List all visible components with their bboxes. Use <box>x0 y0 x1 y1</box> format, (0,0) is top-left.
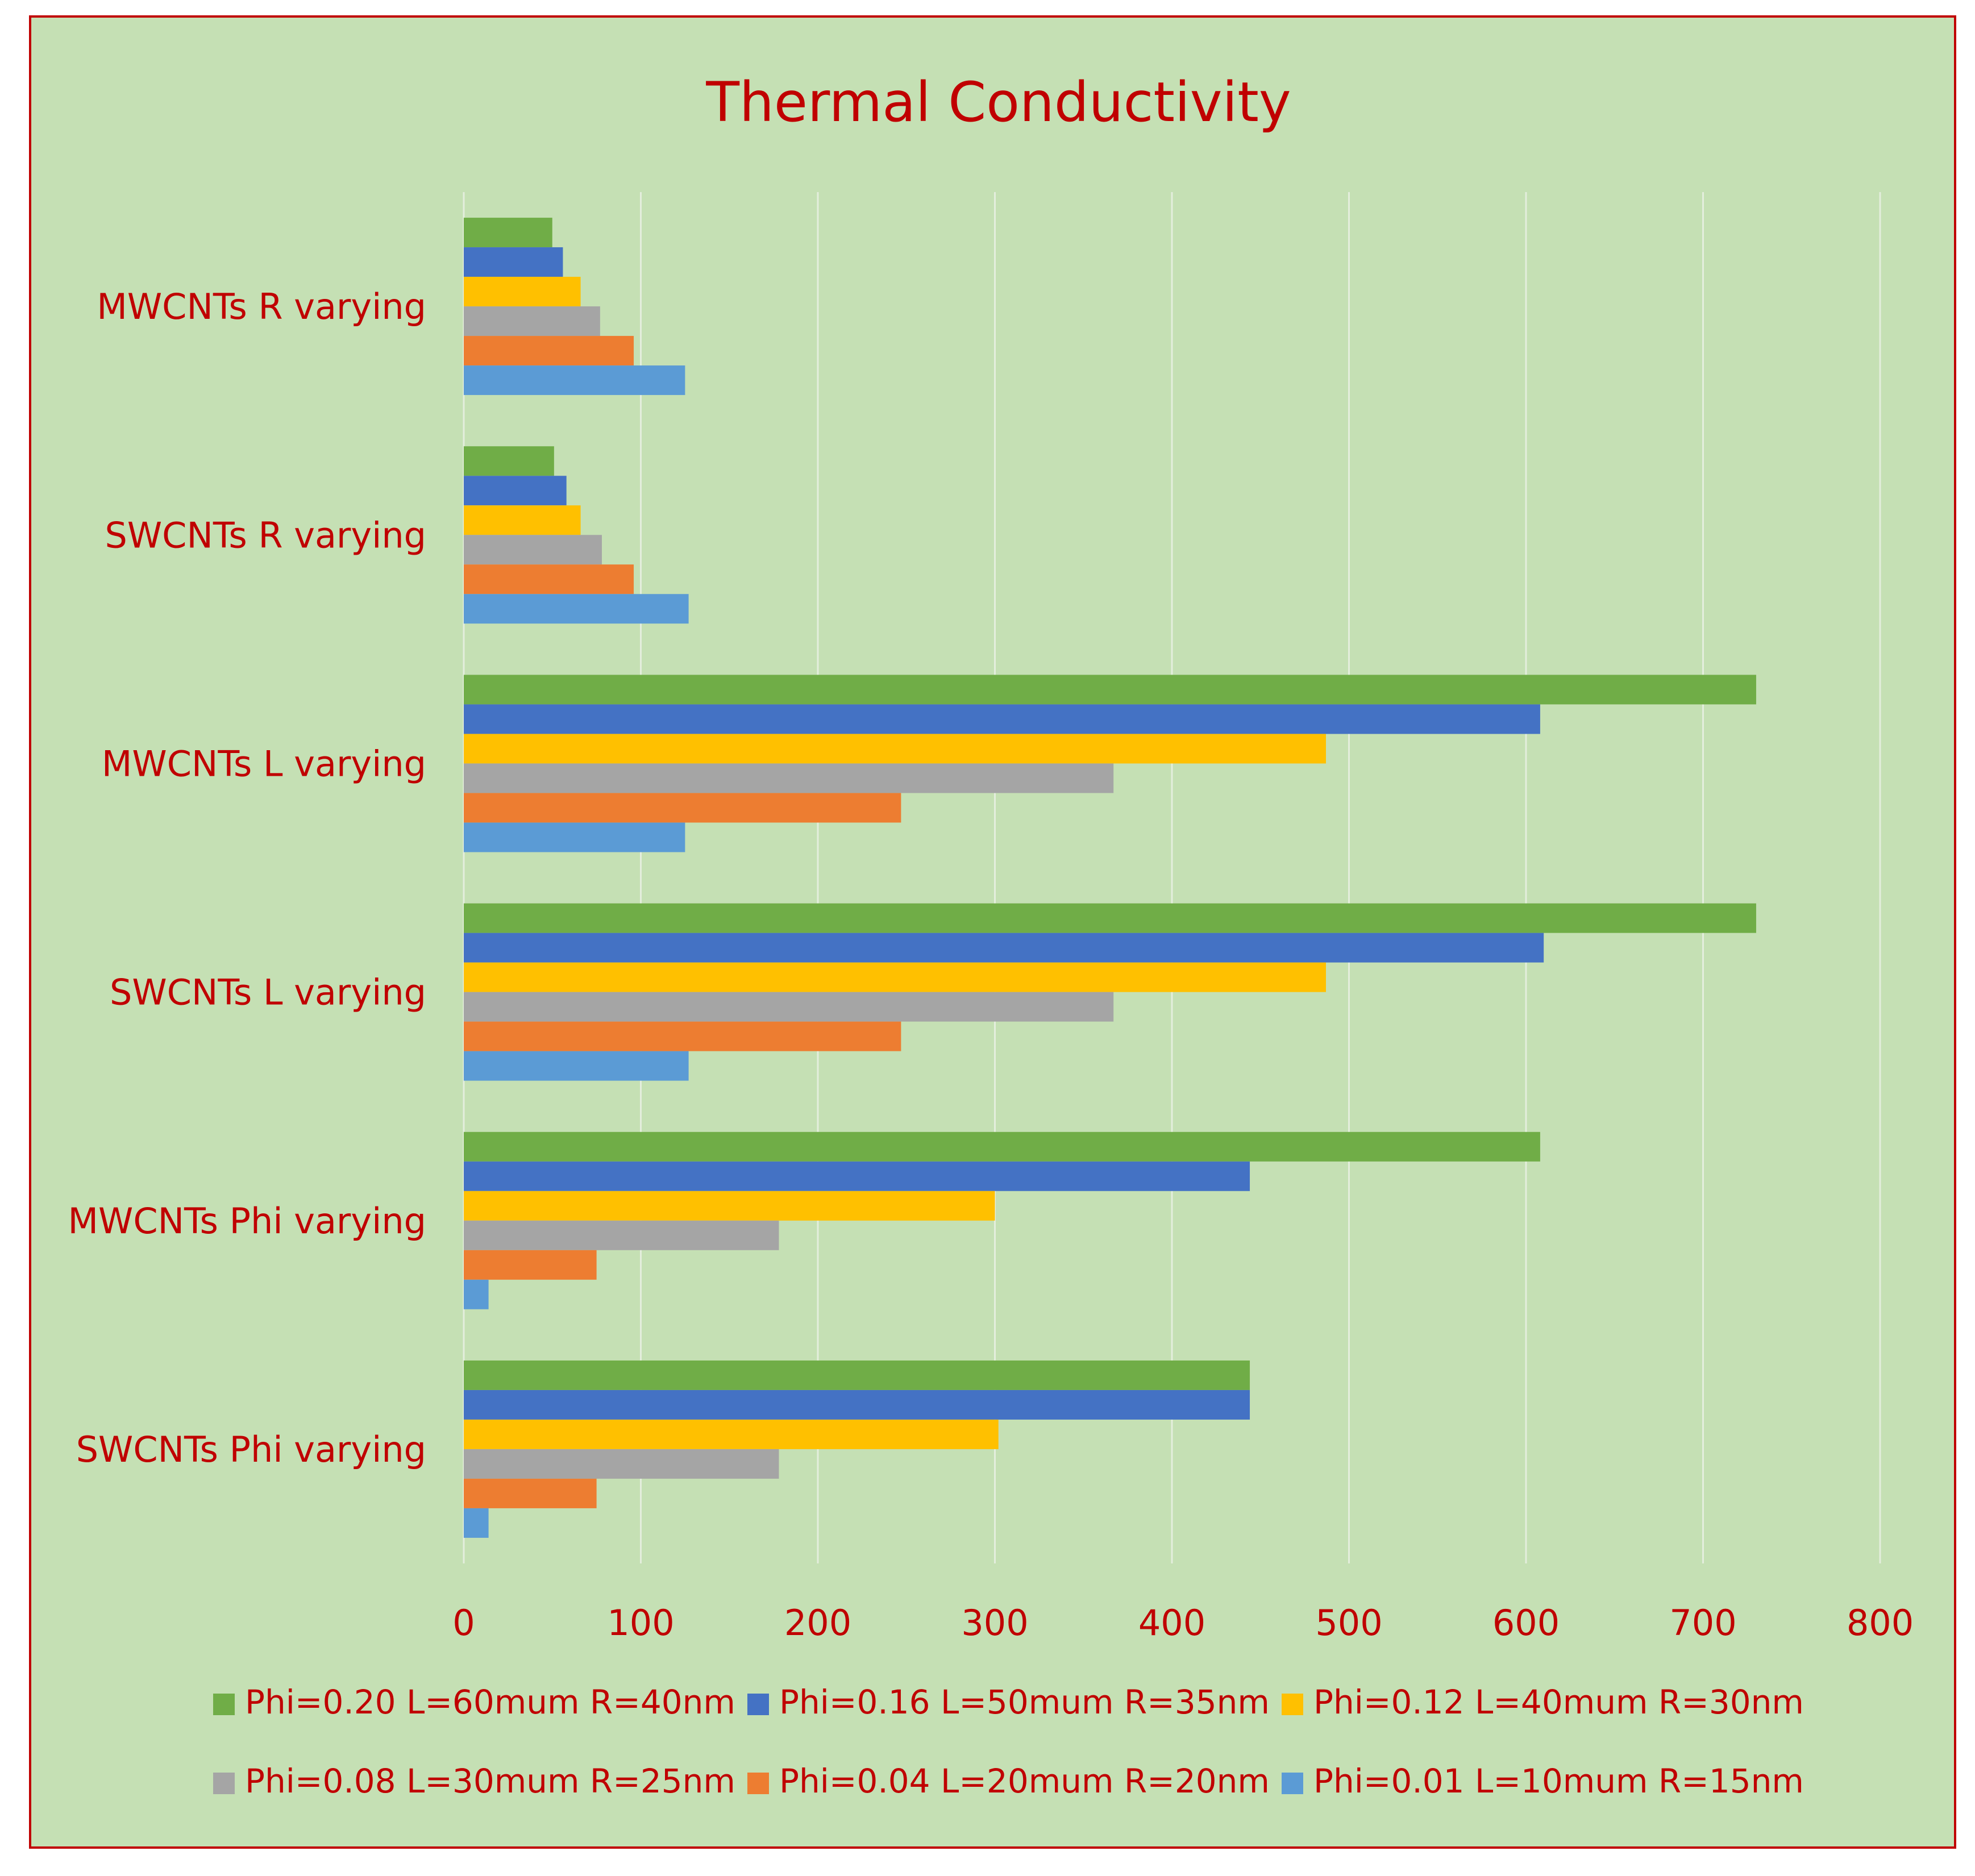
legend-swatch <box>213 1694 235 1715</box>
legend-label: Phi=0.08 L=30mum R=25nm <box>245 1762 735 1800</box>
bar-5-series-5 <box>464 1250 597 1280</box>
chart-title: Thermal Conductivity <box>705 70 1291 134</box>
legend-label: Phi=0.20 L=60mum R=40nm <box>245 1683 735 1721</box>
bar-3-series-4 <box>464 763 1114 793</box>
bar-6-series-2 <box>464 1390 1250 1420</box>
x-tick-label: 500 <box>1315 1602 1382 1644</box>
bar-1-series-5 <box>464 336 634 366</box>
x-tick-label: 300 <box>961 1602 1028 1644</box>
legend-label: Phi=0.04 L=20mum R=20nm <box>779 1762 1270 1800</box>
bar-1-series-1 <box>464 218 552 248</box>
x-tick-label: 0 <box>452 1602 475 1644</box>
bar-3-series-1 <box>464 675 1756 705</box>
bar-5-series-3 <box>464 1191 995 1221</box>
bar-3-series-6 <box>464 822 685 852</box>
category-label: MWCNTs R varying <box>97 286 426 327</box>
bar-4-series-4 <box>464 992 1114 1022</box>
bar-2-series-2 <box>464 476 567 506</box>
category-label: MWCNTs L varying <box>102 743 426 784</box>
legend-item: Phi=0.08 L=30mum R=25nm <box>213 1762 735 1800</box>
category-labels: MWCNTs R varying SWCNTs R varying MWCNTs L… <box>68 286 426 1470</box>
legend-item: Phi=0.01 L=10mum R=15nm <box>1282 1762 1804 1800</box>
bar-5-series-4 <box>464 1220 779 1250</box>
legend-swatch <box>1282 1694 1303 1715</box>
bars <box>464 218 1756 1538</box>
bar-3-series-3 <box>464 734 1327 764</box>
category-label: SWCNTs Phi varying <box>76 1429 426 1470</box>
legend-label: Phi=0.01 L=10mum R=15nm <box>1313 1762 1804 1800</box>
bar-4-series-2 <box>464 933 1544 963</box>
bar-chart: Thermal Conductivity MWCNTs R varying SWC… <box>68 70 1914 1800</box>
legend-item: Phi=0.12 L=40mum R=30nm <box>1282 1683 1804 1721</box>
x-tick-label: 600 <box>1492 1602 1560 1644</box>
legend-item: Phi=0.20 L=60mum R=40nm <box>213 1683 735 1721</box>
legend-label: Phi=0.16 L=50mum R=35nm <box>779 1683 1270 1721</box>
bar-5-series-6 <box>464 1279 489 1309</box>
x-tick-label: 400 <box>1138 1602 1205 1644</box>
x-tick-label: 100 <box>607 1602 674 1644</box>
bar-1-series-4 <box>464 306 600 336</box>
bar-3-series-2 <box>464 704 1540 734</box>
category-label: SWCNTs L varying <box>110 972 426 1013</box>
bar-1-series-3 <box>464 277 581 307</box>
bar-4-series-3 <box>464 962 1327 992</box>
bar-3-series-5 <box>464 793 901 823</box>
legend-item: Phi=0.04 L=20mum R=20nm <box>747 1762 1270 1800</box>
bar-6-series-4 <box>464 1449 779 1479</box>
legend-swatch <box>747 1773 769 1794</box>
legend-swatch <box>1282 1773 1303 1794</box>
bar-2-series-5 <box>464 564 634 594</box>
bar-6-series-3 <box>464 1419 999 1449</box>
legend-swatch <box>747 1694 769 1715</box>
bar-4-series-5 <box>464 1021 901 1051</box>
legend: Phi=0.20 L=60mum R=40nm Phi=0.16 L=50mum … <box>213 1683 1804 1800</box>
category-label: MWCNTs Phi varying <box>68 1200 426 1242</box>
category-label: SWCNTs R varying <box>105 514 426 556</box>
bar-1-series-6 <box>464 365 685 396</box>
bar-2-series-3 <box>464 505 581 535</box>
bar-2-series-6 <box>464 594 689 624</box>
bar-4-series-1 <box>464 903 1756 933</box>
bar-5-series-2 <box>464 1161 1250 1191</box>
bar-2-series-1 <box>464 446 554 476</box>
x-tick-label: 800 <box>1847 1602 1914 1644</box>
x-tick-label: 700 <box>1669 1602 1736 1644</box>
bar-1-series-2 <box>464 247 563 277</box>
x-tick-label: 200 <box>784 1602 851 1644</box>
chart-frame: Thermal Conductivity MWCNTs R varying SWC… <box>29 15 1956 1849</box>
x-axis-ticks: 0 100 200 300 400 500 600 700 800 <box>452 1602 1914 1644</box>
legend-swatch <box>213 1773 235 1794</box>
gridlines <box>463 192 1881 1563</box>
bar-6-series-6 <box>464 1508 489 1538</box>
bar-4-series-6 <box>464 1051 689 1081</box>
bar-6-series-1 <box>464 1360 1250 1390</box>
bar-6-series-5 <box>464 1478 597 1508</box>
bar-2-series-4 <box>464 535 602 565</box>
bar-5-series-1 <box>464 1132 1540 1162</box>
legend-item: Phi=0.16 L=50mum R=35nm <box>747 1683 1270 1721</box>
legend-label: Phi=0.12 L=40mum R=30nm <box>1313 1683 1804 1721</box>
